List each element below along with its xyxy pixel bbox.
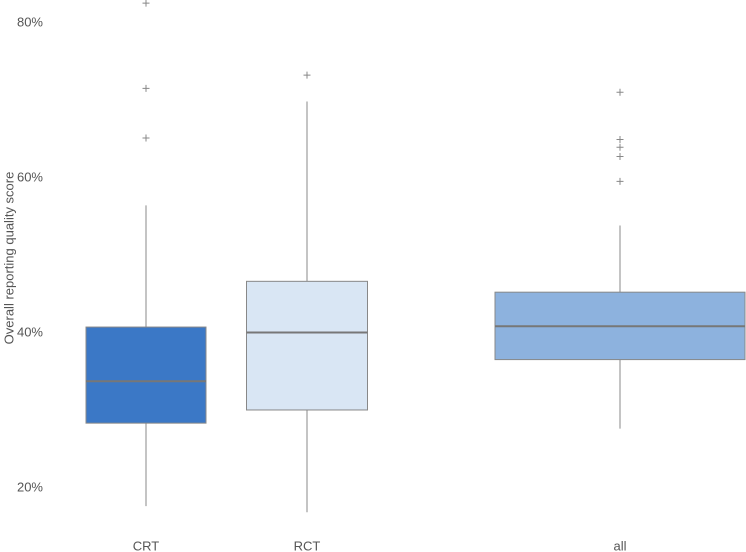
flier <box>616 177 624 185</box>
x-tick-label: all <box>613 538 626 552</box>
flier <box>616 143 624 151</box>
box <box>246 280 368 411</box>
x-tick-label: CRT <box>133 538 160 552</box>
flier <box>142 134 150 142</box>
y-tick-label: 60% <box>17 170 43 185</box>
box <box>85 326 207 424</box>
y-tick-label: 20% <box>17 480 43 495</box>
flier <box>303 71 311 79</box>
y-tick-label: 40% <box>17 325 43 340</box>
y-tick-label: 80% <box>17 15 43 30</box>
flier <box>616 88 624 96</box>
y-axis-label: Overall reporting quality score <box>1 172 16 345</box>
x-tick-label: RCT <box>294 538 321 552</box>
flier <box>616 136 624 143</box>
flier <box>142 0 150 7</box>
flier <box>142 84 150 92</box>
flier <box>616 153 624 161</box>
